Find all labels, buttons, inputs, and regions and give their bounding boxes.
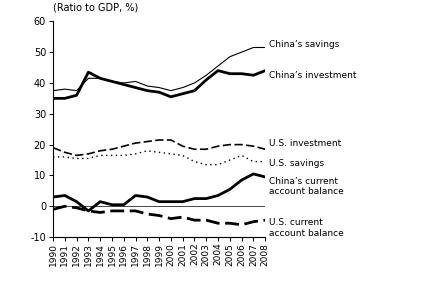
Text: China’s current
account balance: China’s current account balance xyxy=(270,177,344,196)
Text: U.S. savings: U.S. savings xyxy=(270,159,324,168)
Text: China’s savings: China’s savings xyxy=(270,40,340,49)
Text: (Ratio to GDP, %): (Ratio to GDP, %) xyxy=(53,3,138,13)
Text: China’s investment: China’s investment xyxy=(270,71,357,80)
Text: U.S. current
account balance: U.S. current account balance xyxy=(270,218,344,237)
Text: U.S. investment: U.S. investment xyxy=(270,139,342,147)
